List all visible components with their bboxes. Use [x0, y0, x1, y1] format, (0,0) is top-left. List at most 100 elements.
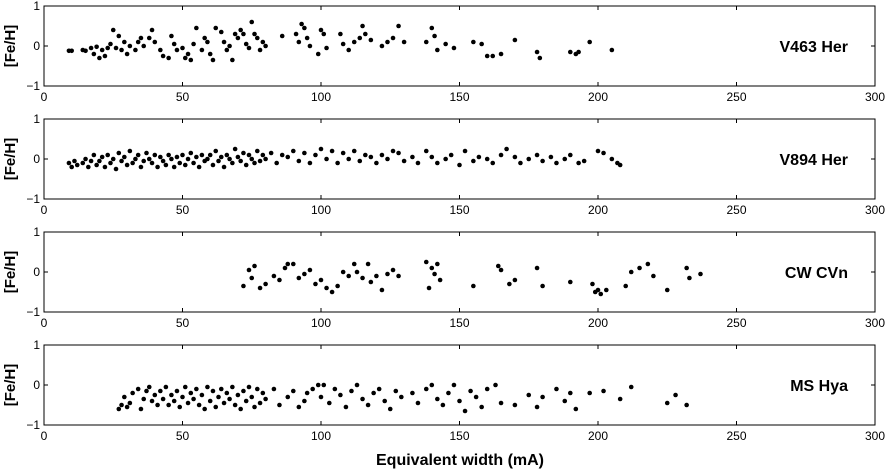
data-point — [238, 27, 243, 33]
data-point — [568, 279, 573, 285]
data-point — [268, 150, 274, 156]
x-tick-label: 300 — [865, 429, 885, 443]
plot-frame — [43, 5, 876, 87]
data-point — [180, 152, 185, 158]
data-point — [105, 45, 111, 51]
data-point — [540, 158, 545, 164]
data-point — [307, 267, 313, 273]
data-point — [108, 41, 113, 47]
data-point — [484, 156, 490, 162]
data-point — [205, 39, 210, 45]
data-point — [185, 156, 191, 162]
x-tick-label: 300 — [865, 316, 885, 330]
data-point — [540, 394, 545, 400]
data-point — [252, 160, 257, 166]
data-point — [423, 259, 429, 265]
data-point — [235, 392, 241, 398]
data-point — [426, 285, 432, 291]
data-point — [595, 148, 601, 154]
x-tick-label: 0 — [41, 203, 48, 217]
data-point — [235, 154, 241, 160]
data-point — [135, 152, 141, 158]
data-point — [451, 45, 457, 51]
data-point — [146, 384, 152, 390]
x-tick-label: 300 — [865, 203, 885, 217]
data-point — [429, 382, 435, 388]
data-point — [133, 156, 138, 162]
data-point — [252, 404, 257, 410]
data-point — [365, 402, 371, 408]
data-point — [227, 396, 232, 402]
data-point — [127, 148, 133, 154]
data-point — [166, 402, 171, 408]
data-point — [318, 277, 324, 283]
data-point — [296, 404, 302, 410]
data-point — [83, 156, 88, 162]
data-point — [307, 160, 313, 166]
data-point — [152, 39, 158, 45]
data-point — [122, 154, 127, 160]
data-point — [338, 392, 343, 398]
data-point — [232, 402, 238, 408]
data-point — [171, 164, 177, 170]
x-tick-label: 50 — [176, 90, 190, 104]
data-point — [324, 156, 329, 162]
data-point — [124, 404, 130, 410]
data-point — [568, 390, 573, 396]
data-point — [429, 154, 435, 160]
data-point — [435, 396, 440, 402]
data-point — [493, 382, 498, 388]
data-point — [182, 55, 188, 61]
data-point — [343, 404, 349, 410]
data-point — [127, 400, 133, 406]
panel-1: 0 50 100 150 200 250 300−101[Fe/H] V463 Her — [2, 0, 885, 104]
data-point — [684, 402, 689, 408]
data-point — [94, 44, 99, 50]
data-point — [379, 152, 385, 158]
data-point — [221, 39, 227, 45]
data-point — [263, 156, 268, 162]
data-point — [194, 154, 199, 160]
data-point — [210, 162, 216, 168]
data-point — [138, 35, 144, 41]
data-point — [423, 39, 429, 45]
data-point — [534, 49, 540, 55]
x-tick-label: 0 — [41, 429, 48, 443]
x-tick-label: 100 — [311, 316, 331, 330]
data-point — [119, 158, 124, 164]
data-point — [526, 392, 532, 398]
data-point — [498, 152, 504, 158]
x-tick-label: 250 — [726, 203, 746, 217]
data-point — [257, 400, 263, 406]
data-point — [191, 41, 196, 47]
x-tick-label: 150 — [449, 316, 469, 330]
data-point — [224, 390, 230, 396]
data-point — [698, 271, 703, 277]
data-point — [468, 388, 473, 394]
data-point — [623, 283, 628, 289]
data-point — [194, 25, 199, 31]
data-point — [684, 265, 689, 271]
data-point — [97, 158, 102, 164]
data-point — [554, 160, 559, 166]
data-point — [263, 43, 268, 49]
data-point — [230, 384, 235, 390]
data-point — [213, 25, 219, 31]
data-point — [484, 386, 490, 392]
data-point — [141, 43, 147, 49]
x-tick-label: 200 — [588, 203, 608, 217]
data-point — [429, 25, 435, 31]
data-point — [291, 388, 296, 394]
data-point — [230, 160, 235, 166]
data-point — [174, 388, 180, 394]
data-point — [363, 152, 368, 158]
data-point — [387, 406, 393, 412]
data-point — [382, 398, 388, 404]
data-point — [246, 384, 252, 390]
data-point — [595, 287, 601, 293]
data-point — [435, 47, 440, 53]
data-point — [568, 152, 573, 158]
data-point — [448, 152, 454, 158]
data-point — [138, 406, 144, 412]
data-point — [576, 49, 581, 55]
